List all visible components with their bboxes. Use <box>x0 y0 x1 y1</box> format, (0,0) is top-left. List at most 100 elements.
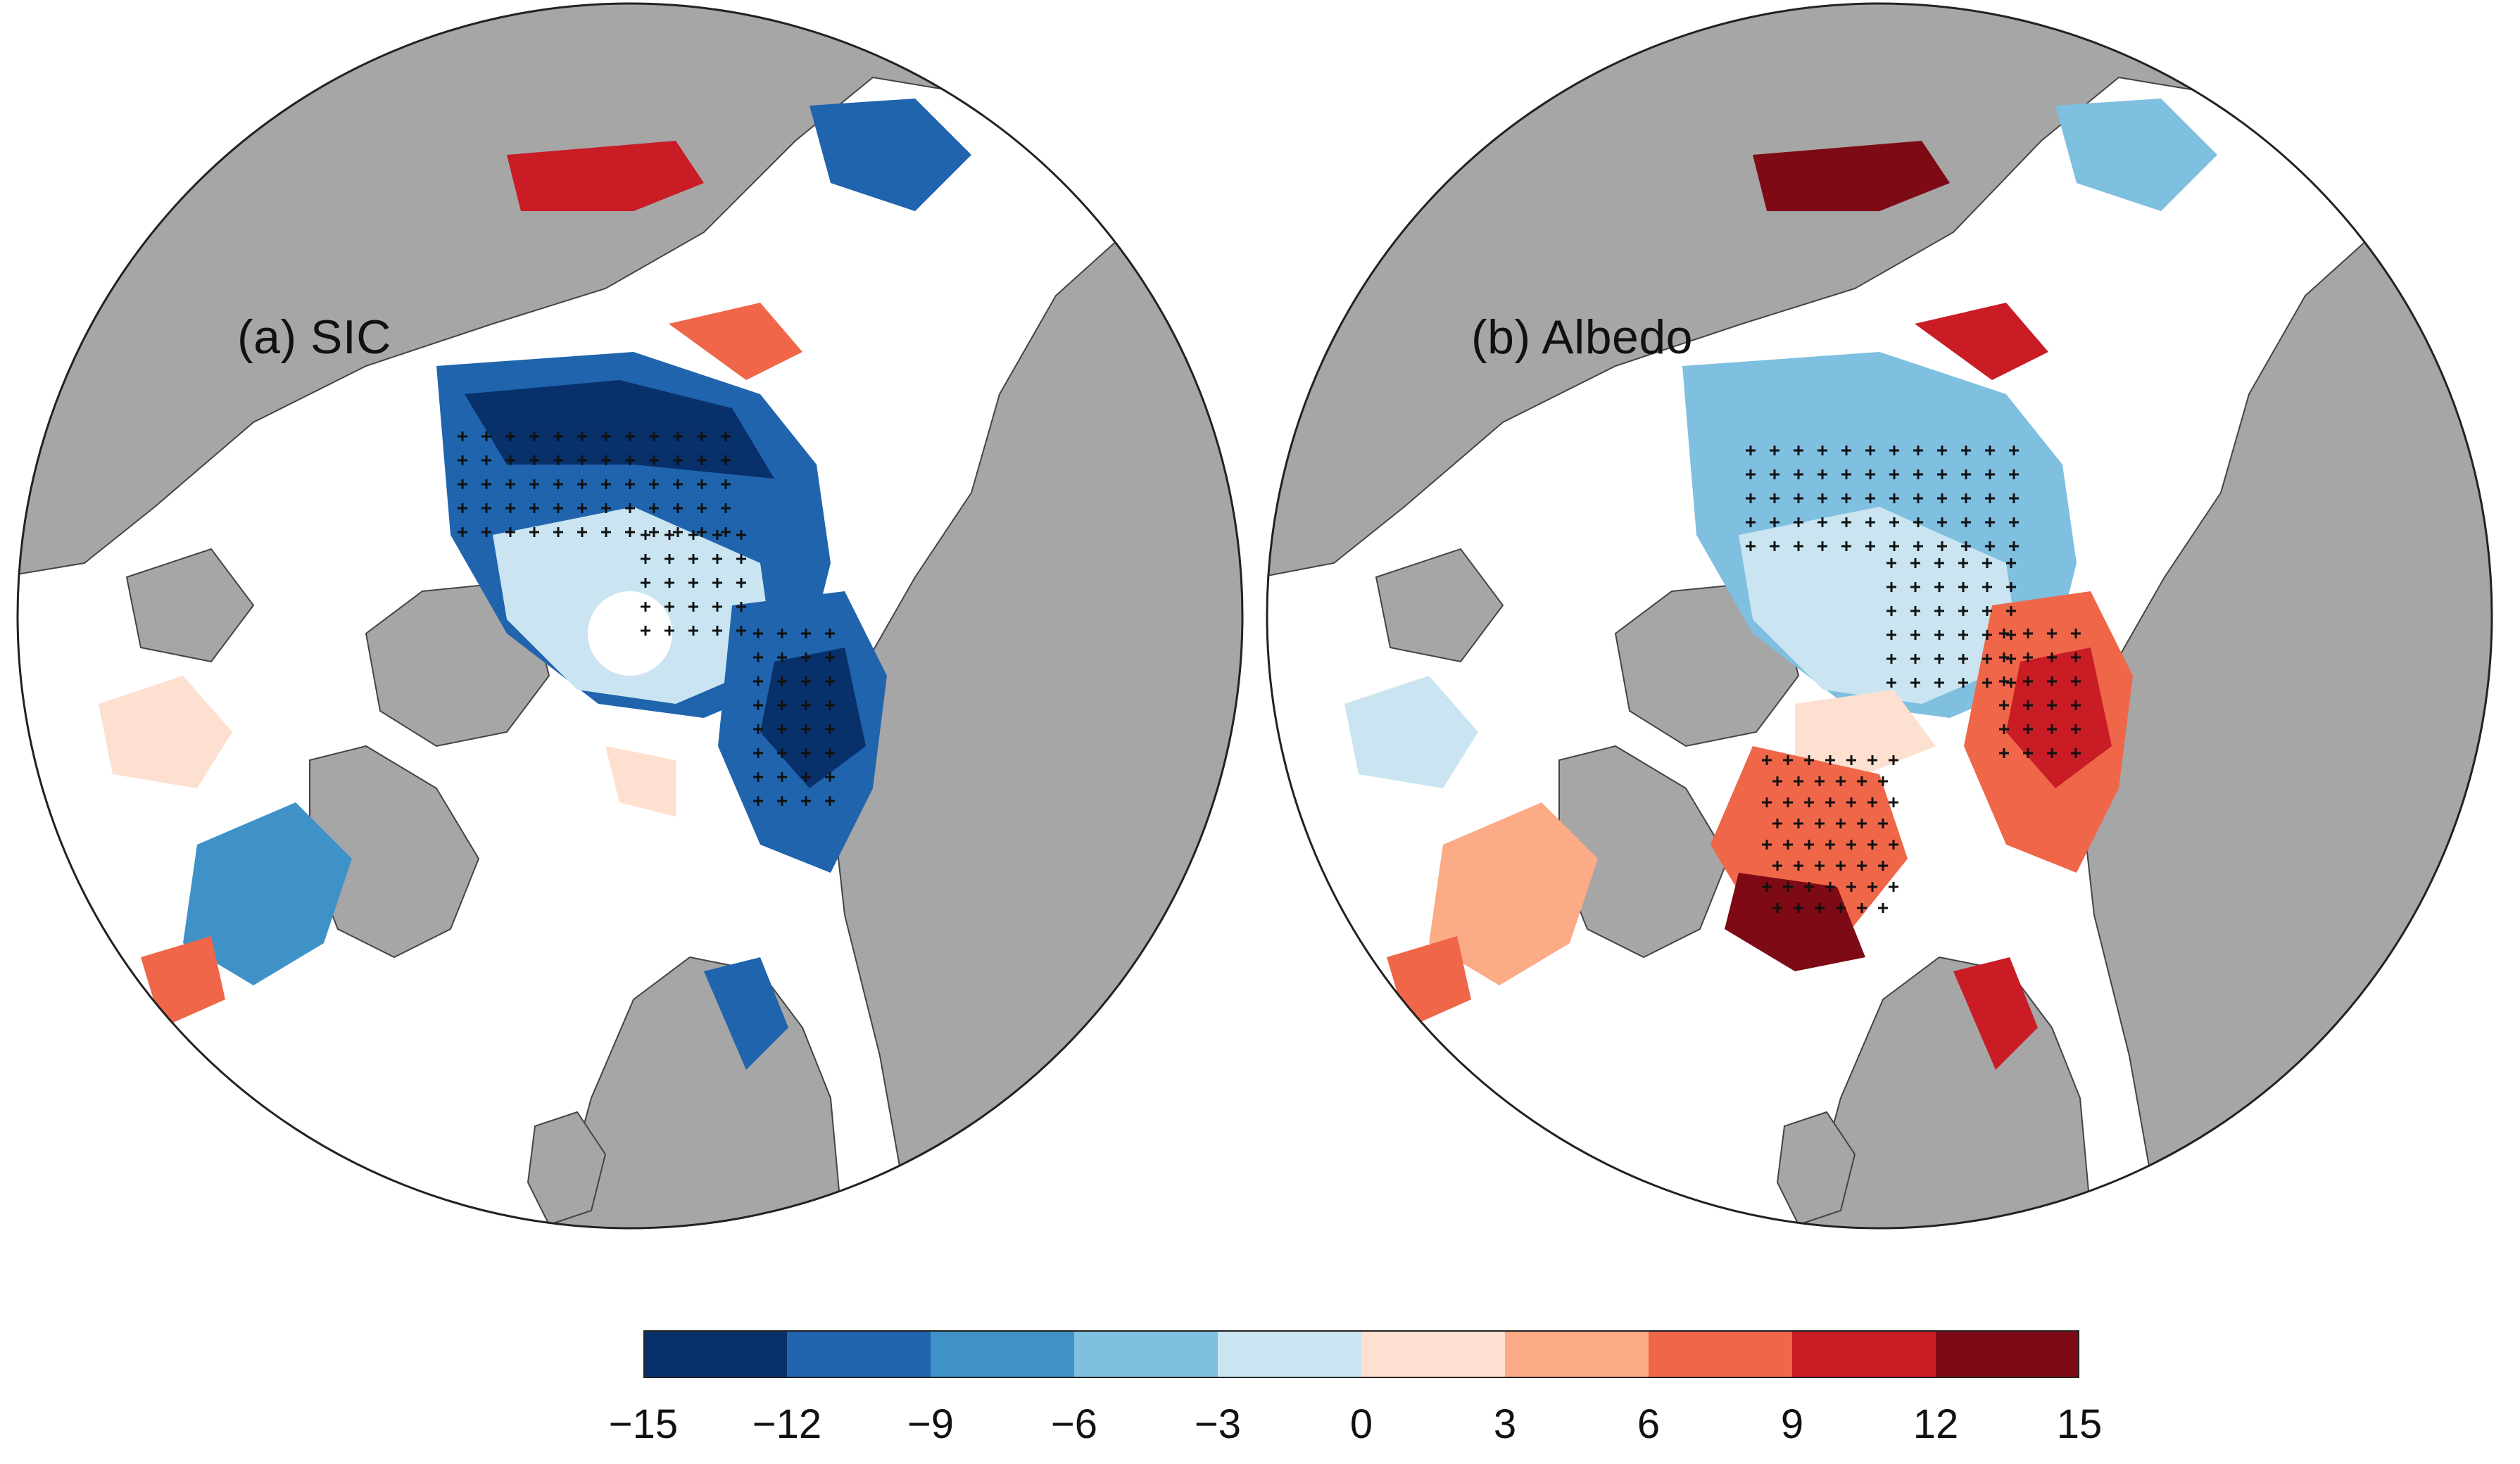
stipple-mark <box>1910 678 1920 688</box>
stipple-mark <box>625 455 635 465</box>
stipple-mark <box>688 554 698 564</box>
stipple-mark <box>1889 840 1898 850</box>
stipple-mark <box>1910 630 1920 640</box>
stipple-mark <box>553 455 563 465</box>
stipple-mark <box>1961 469 1971 479</box>
stipple-mark <box>505 455 515 465</box>
stipple-mark <box>553 479 563 489</box>
stipple-mark <box>1865 541 1875 551</box>
stipple-mark <box>1934 606 1944 616</box>
colorbar-segment <box>643 1330 788 1378</box>
stipple-mark <box>1982 678 1992 688</box>
stipple-mark <box>1846 882 1856 892</box>
colorbar-segment <box>1649 1330 1793 1378</box>
stipple-mark <box>1794 776 1803 786</box>
stipple-mark <box>1762 755 1772 765</box>
stipple-mark <box>712 554 722 564</box>
stipple-mark <box>777 796 787 806</box>
stipple-mark <box>1804 797 1814 807</box>
colorbar-segment <box>1074 1330 1218 1378</box>
stipple-mark <box>2009 517 2019 527</box>
anomaly-field-albedo <box>1344 99 2217 1070</box>
stipple-mark <box>1886 678 1896 688</box>
panel-label-sic: (a) SIC <box>237 310 391 364</box>
stipple-mark <box>1985 493 1995 503</box>
stipple-mark <box>649 527 659 537</box>
stipple-mark <box>1867 840 1877 850</box>
stipple-mark <box>505 431 515 441</box>
stipple-mark <box>721 527 731 537</box>
stipple-mark <box>553 503 563 513</box>
stipple-mark <box>2071 748 2081 758</box>
stipple-mark <box>753 748 763 758</box>
stipple-mark <box>1961 446 1971 455</box>
significance-stippling <box>1746 446 2081 913</box>
stipple-mark <box>1817 541 1827 551</box>
stipple-mark <box>625 479 635 489</box>
stipple-mark <box>2071 724 2081 734</box>
stipple-mark <box>481 455 491 465</box>
stipple-mark <box>1825 882 1835 892</box>
stipple-mark <box>505 527 515 537</box>
stipple-mark <box>1913 517 1923 527</box>
colorbar-tick-label: 3 <box>1493 1401 1517 1447</box>
stipple-mark <box>1804 840 1814 850</box>
stipple-mark <box>1999 676 2009 686</box>
stipple-mark <box>1794 493 1803 503</box>
stipple-mark <box>2006 630 2016 640</box>
stipple-mark <box>801 796 811 806</box>
stipple-mark <box>2047 629 2057 638</box>
stipple-mark <box>1910 654 1920 664</box>
stipple-mark <box>2071 652 2081 662</box>
stipple-mark <box>1857 776 1867 786</box>
stipple-mark <box>1746 469 1756 479</box>
stipple-mark <box>1910 582 1920 592</box>
stipple-mark <box>1815 819 1825 828</box>
stipple-mark <box>2023 652 2033 662</box>
stipple-mark <box>649 455 659 465</box>
stipple-mark <box>1841 469 1851 479</box>
stipple-mark <box>1836 861 1846 871</box>
stipple-mark <box>664 578 674 588</box>
stipple-mark <box>777 676 787 686</box>
stipple-mark <box>1961 541 1971 551</box>
stipple-mark <box>1794 903 1803 913</box>
stipple-mark <box>1746 446 1756 455</box>
stipple-mark <box>505 479 515 489</box>
stipple-mark <box>1867 755 1877 765</box>
stipple-mark <box>2047 676 2057 686</box>
stipple-mark <box>736 602 746 612</box>
stipple-mark <box>1836 903 1846 913</box>
stipple-mark <box>777 772 787 782</box>
stipple-mark <box>458 503 467 513</box>
stipple-mark <box>688 602 698 612</box>
stipple-mark <box>1961 493 1971 503</box>
colorbar-tick-label: −3 <box>1194 1401 1242 1447</box>
stipple-mark <box>1804 755 1814 765</box>
stipple-mark <box>641 602 650 612</box>
stipple-mark <box>2047 652 2057 662</box>
stipple-mark <box>641 578 650 588</box>
stipple-mark <box>1982 654 1992 664</box>
stipple-mark <box>1913 493 1923 503</box>
stipple-mark <box>2006 654 2016 664</box>
stipple-mark <box>1841 541 1851 551</box>
stipple-mark <box>801 724 811 734</box>
stipple-mark <box>1817 469 1827 479</box>
colorbar-tick-label: 15 <box>2056 1401 2103 1447</box>
stipple-mark <box>641 530 650 540</box>
stipple-mark <box>1817 446 1827 455</box>
stipple-mark <box>529 431 539 441</box>
stipple-mark <box>2071 700 2081 710</box>
stipple-mark <box>1846 840 1856 850</box>
stipple-mark <box>753 676 763 686</box>
stipple-mark <box>481 527 491 537</box>
stipple-mark <box>1982 630 1992 640</box>
stipple-mark <box>1746 493 1756 503</box>
stipple-mark <box>777 724 787 734</box>
stipple-mark <box>697 527 707 537</box>
colorbar-tick-label: 12 <box>1913 1401 1959 1447</box>
stipple-mark <box>801 652 811 662</box>
stipple-mark <box>1846 797 1856 807</box>
stipple-mark <box>721 431 731 441</box>
